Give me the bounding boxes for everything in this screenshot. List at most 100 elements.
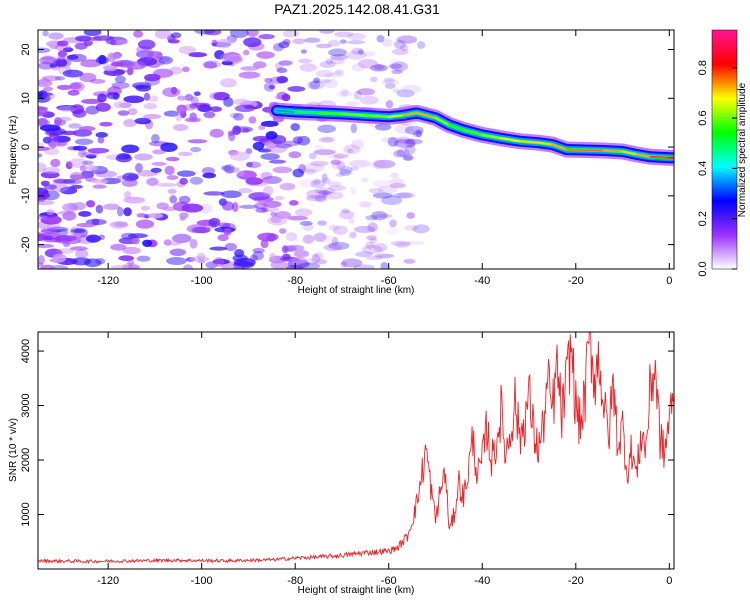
noise-blob: [187, 139, 208, 144]
noise-blob: [62, 202, 78, 212]
noise-blob: [38, 79, 51, 85]
noise-blob: [38, 190, 48, 199]
noise-blob: [357, 49, 364, 55]
noise-blob: [97, 93, 107, 103]
noise-blob: [56, 84, 72, 90]
noise-blob: [67, 89, 80, 96]
noise-blob: [69, 246, 88, 251]
ridge-core-segment: [635, 153, 652, 158]
noise-blob: [86, 200, 96, 208]
noise-blob: [188, 52, 208, 58]
noise-blob: [287, 85, 306, 92]
snr-xlabel: Height of straight line (km): [298, 585, 415, 596]
noise-blob: [55, 234, 77, 242]
noise-blob: [209, 128, 224, 138]
noise-blob: [358, 58, 379, 69]
noise-blob: [229, 30, 249, 38]
noise-blob: [324, 73, 346, 78]
noise-blob: [236, 171, 245, 177]
noise-blob: [229, 151, 250, 161]
noise-blob: [412, 130, 423, 138]
noise-blob: [109, 39, 117, 45]
noise-blob: [223, 227, 232, 236]
noise-blob: [71, 257, 92, 266]
noise-blob: [85, 234, 101, 243]
noise-blob: [136, 213, 147, 218]
noise-blob: [223, 164, 235, 174]
noise-blob: [95, 257, 106, 265]
noise-blob: [79, 126, 96, 132]
colorbar-tick-label: 0.4: [697, 161, 709, 176]
noise-blob: [263, 185, 274, 196]
noise-blob: [313, 232, 327, 242]
noise-blob: [321, 173, 328, 183]
noise-blob: [69, 82, 82, 90]
noise-blob: [179, 212, 189, 219]
spectrogram-xtick-label: -120: [97, 275, 119, 287]
ridge-core-segment: [434, 116, 451, 127]
ridge-core-segment: [401, 111, 418, 117]
noise-blob: [396, 35, 418, 44]
noise-blob: [381, 38, 393, 48]
noise-blob: [354, 225, 375, 234]
noise-blob: [72, 109, 87, 118]
noise-blob: [179, 177, 188, 185]
spectrogram-marks: [38, 30, 674, 269]
noise-blob: [227, 55, 242, 63]
noise-blob: [331, 160, 342, 170]
noise-blob: [391, 69, 403, 75]
noise-blob: [252, 250, 264, 261]
noise-blob: [396, 192, 416, 199]
noise-blob: [41, 76, 48, 85]
noise-blob: [340, 89, 349, 97]
noise-blob: [169, 248, 187, 257]
noise-blob: [302, 163, 325, 173]
noise-blob: [221, 60, 233, 66]
noise-blob: [336, 160, 346, 171]
noise-blob: [269, 253, 277, 261]
noise-blob: [327, 39, 341, 47]
noise-blob: [38, 47, 51, 53]
noise-blob: [43, 184, 57, 190]
noise-blob: [238, 188, 253, 194]
noise-blob: [360, 95, 379, 105]
noise-blob: [113, 101, 127, 109]
spectrogram-ytick-label: 20: [20, 43, 32, 55]
noise-blob: [162, 87, 181, 97]
noise-blob: [189, 256, 210, 263]
noise-blob: [242, 49, 250, 56]
noise-blob: [374, 253, 395, 259]
noise-blob: [211, 39, 218, 47]
noise-blob: [193, 91, 201, 97]
noise-blob: [394, 39, 406, 50]
noise-blob: [380, 136, 402, 144]
noise-blob: [306, 80, 325, 90]
noise-blob: [330, 53, 349, 61]
spectrogram-ytick-label: 0: [20, 144, 32, 150]
noise-blob: [279, 182, 296, 191]
noise-blob: [390, 59, 401, 67]
noise-blob: [229, 112, 240, 118]
noise-blob: [152, 149, 166, 155]
noise-blob: [53, 178, 76, 184]
noise-blob: [38, 93, 51, 103]
noise-blob: [318, 137, 334, 143]
noise-blob: [240, 66, 260, 71]
noise-blob: [85, 154, 97, 159]
snr-ylabel: SNR (10 * v/v): [8, 418, 19, 482]
noise-blob: [248, 116, 257, 124]
noise-blob: [109, 53, 121, 60]
noise-blob: [165, 156, 180, 162]
noise-blob: [198, 104, 212, 113]
noise-blob: [373, 159, 396, 169]
noise-blob: [79, 61, 100, 68]
noise-blob: [62, 211, 77, 221]
noise-blob: [384, 82, 396, 90]
noise-blob: [274, 195, 285, 201]
noise-blob: [323, 191, 344, 200]
noise-blob: [233, 257, 256, 267]
noise-blob: [322, 177, 331, 184]
noise-blob: [62, 47, 74, 52]
noise-blob: [40, 228, 61, 234]
noise-blob: [203, 111, 216, 119]
